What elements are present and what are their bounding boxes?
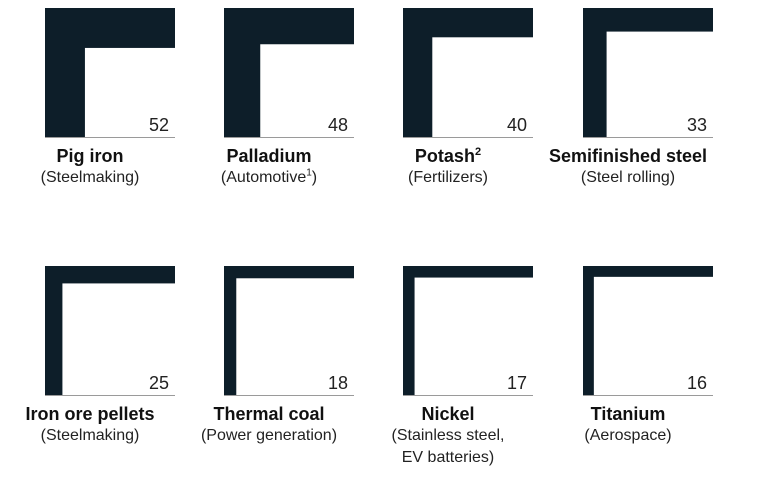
commodity-labels: Iron ore pellets (Steelmaking) bbox=[0, 403, 180, 447]
commodity-labels: Thermal coal (Power generation) bbox=[179, 403, 359, 447]
commodity-name: Palladium bbox=[179, 145, 359, 167]
end-use-text: (Fertilizers) bbox=[408, 169, 488, 186]
commodity-name-text: Iron ore pellets bbox=[25, 404, 155, 424]
end-use-line: (Steelmaking) bbox=[0, 167, 180, 189]
share-square-svg bbox=[45, 266, 175, 396]
share-square: 48 bbox=[224, 8, 354, 138]
chart-panel: 33 Semifinished steel (Steel rolling) bbox=[538, 0, 718, 230]
share-value-label: 52 bbox=[148, 115, 169, 135]
end-use-label: (Aerospace) bbox=[538, 425, 718, 447]
share-square-svg bbox=[224, 8, 354, 138]
end-use-text: (Stainless steel, bbox=[391, 427, 505, 444]
remainder-area bbox=[62, 283, 175, 396]
remainder-area bbox=[236, 278, 354, 396]
commodity-name-text: Palladium bbox=[226, 146, 312, 166]
share-square-svg bbox=[45, 8, 175, 138]
commodity-name: Thermal coal bbox=[179, 403, 359, 425]
end-use-line: (Automotive1) bbox=[179, 167, 359, 189]
share-square: 25 bbox=[45, 266, 175, 396]
footnote-marker: 2 bbox=[474, 146, 482, 158]
end-use-line: (Fertilizers) bbox=[358, 167, 538, 189]
end-use-label: (Power generation) bbox=[179, 425, 359, 447]
commodity-name-text: Titanium bbox=[590, 404, 666, 424]
end-use-text: (Steel rolling) bbox=[580, 169, 676, 186]
remainder-area bbox=[432, 37, 533, 139]
end-use-line: (Steelmaking) bbox=[0, 425, 180, 447]
end-use-text: EV batteries) bbox=[401, 449, 495, 466]
share-square: 18 bbox=[224, 266, 354, 396]
end-use-text: (Automotive bbox=[220, 169, 307, 186]
share-square-svg bbox=[403, 266, 533, 396]
commodity-labels: Palladium (Automotive1) bbox=[179, 145, 359, 189]
end-use-label: (Automotive1) bbox=[179, 167, 359, 189]
share-value-label: 16 bbox=[686, 373, 707, 393]
share-value-label: 25 bbox=[148, 373, 169, 393]
commodity-labels: Titanium (Aerospace) bbox=[538, 403, 718, 447]
commodity-labels: Nickel (Stainless steel, EV batteries) bbox=[358, 403, 538, 469]
end-use-text: (Power generation) bbox=[200, 427, 338, 444]
commodity-labels: Semifinished steel (Steel rolling) bbox=[538, 145, 718, 189]
commodity-name-text: Pig iron bbox=[56, 146, 124, 166]
share-value-label: 18 bbox=[327, 373, 348, 393]
chart-panel: 25 Iron ore pellets (Steelmaking) bbox=[0, 258, 180, 488]
share-square: 40 bbox=[403, 8, 533, 139]
commodity-name: Pig iron bbox=[0, 145, 180, 167]
share-square-svg bbox=[583, 266, 713, 396]
end-use-label: (Steel rolling) bbox=[538, 167, 718, 189]
footnote-marker: 1 bbox=[306, 167, 312, 179]
commodity-name: Potash2 bbox=[358, 145, 538, 167]
share-square: 33 bbox=[583, 8, 713, 138]
end-use-line: (Power generation) bbox=[179, 425, 359, 447]
chart-panel: 17 Nickel (Stainless steel, EV batteries) bbox=[358, 258, 538, 488]
end-use-line: (Stainless steel, bbox=[358, 425, 538, 447]
remainder-area bbox=[414, 277, 533, 396]
end-use-line: (Aerospace) bbox=[538, 425, 718, 447]
remainder-area bbox=[606, 31, 713, 138]
end-use-text: (Aerospace) bbox=[584, 427, 672, 444]
commodity-labels: Potash2 (Fertilizers) bbox=[358, 145, 538, 189]
commodity-name: Iron ore pellets bbox=[0, 403, 180, 425]
share-value-label: 17 bbox=[506, 373, 527, 393]
share-square: 16 bbox=[583, 266, 713, 396]
commodity-name: Nickel bbox=[358, 403, 538, 425]
share-square: 17 bbox=[403, 266, 533, 396]
end-use-text: (Steelmaking) bbox=[40, 169, 140, 186]
commodity-name-text: Semifinished steel bbox=[548, 146, 708, 166]
commodity-name: Titanium bbox=[538, 403, 718, 425]
commodity-name-text: Nickel bbox=[421, 404, 475, 424]
share-value-label: 48 bbox=[327, 115, 348, 135]
share-value-label: 40 bbox=[506, 115, 527, 135]
commodity-name-text: Potash bbox=[414, 146, 475, 166]
chart-panel: 52 Pig iron (Steelmaking) bbox=[0, 0, 180, 230]
commodity-name: Semifinished steel bbox=[538, 145, 718, 167]
end-use-label: (Fertilizers) bbox=[358, 167, 538, 189]
share-value-label: 33 bbox=[686, 115, 707, 135]
end-use-label: (Steelmaking) bbox=[0, 425, 180, 447]
share-square: 52 bbox=[45, 8, 175, 138]
chart-panel: 40 Potash2 (Fertilizers) bbox=[358, 0, 538, 230]
end-use-label: (Stainless steel, EV batteries) bbox=[358, 425, 538, 469]
chart-panel: 18 Thermal coal (Power generation) bbox=[179, 258, 359, 488]
chart-panel: 16 Titanium (Aerospace) bbox=[538, 258, 718, 488]
end-use-line: EV batteries) bbox=[358, 447, 538, 469]
share-square-svg bbox=[403, 8, 533, 139]
end-use-line: (Steel rolling) bbox=[538, 167, 718, 189]
end-use-text: (Steelmaking) bbox=[40, 427, 140, 444]
remainder-area bbox=[260, 44, 354, 138]
remainder-area bbox=[84, 47, 175, 138]
share-square-svg bbox=[224, 266, 354, 396]
chart-panel: 48 Palladium (Automotive1) bbox=[179, 0, 359, 230]
end-use-text-tail: ) bbox=[311, 169, 318, 186]
remainder-area bbox=[593, 276, 713, 396]
commodity-labels: Pig iron (Steelmaking) bbox=[0, 145, 180, 189]
commodity-name-text: Thermal coal bbox=[213, 404, 325, 424]
end-use-label: (Steelmaking) bbox=[0, 167, 180, 189]
share-square-svg bbox=[583, 8, 713, 138]
